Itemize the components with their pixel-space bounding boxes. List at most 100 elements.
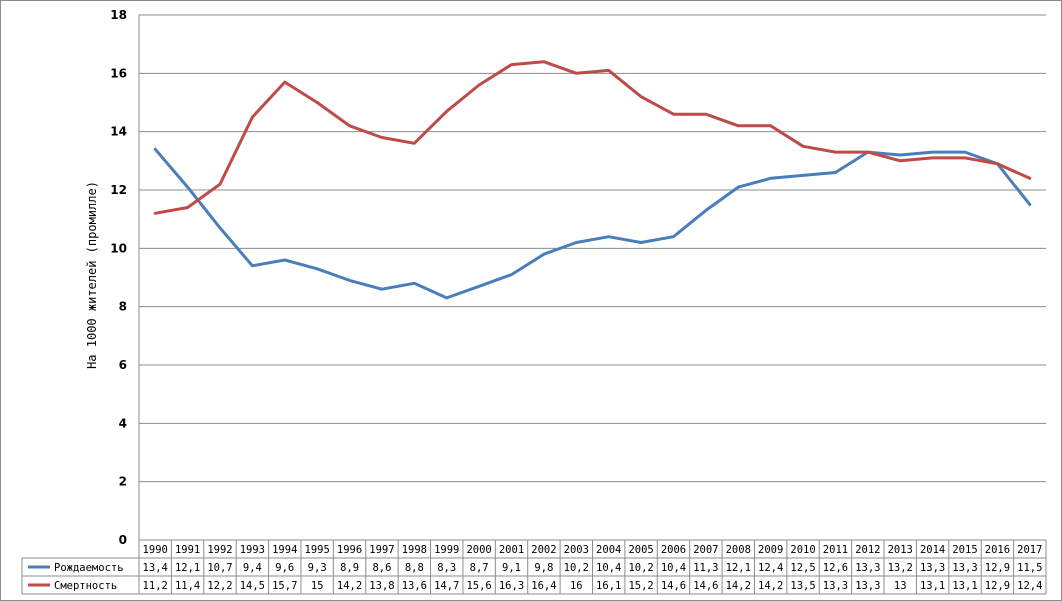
x-tick-label: 2002: [531, 544, 556, 556]
x-tick-label: 2000: [466, 544, 491, 556]
x-tick-label: 2001: [499, 544, 524, 556]
data-label: 12,2: [207, 580, 232, 592]
data-label: 9,4: [243, 562, 262, 574]
x-tick-label: 1996: [337, 544, 362, 556]
data-label: 12,1: [726, 562, 751, 574]
x-tick-label: 2006: [661, 544, 686, 556]
data-label: 11,5: [1017, 562, 1042, 574]
data-label: 10,4: [661, 562, 686, 574]
data-label: 9,1: [502, 562, 521, 574]
data-label: 12,1: [175, 562, 200, 574]
data-label: 9,8: [534, 562, 553, 574]
data-label: 13,5: [790, 580, 815, 592]
x-tick-label: 2004: [596, 544, 621, 556]
data-label: 8,8: [405, 562, 424, 574]
data-label: 14,5: [240, 580, 265, 592]
x-tick-label: 2003: [564, 544, 589, 556]
data-label: 8,7: [470, 562, 489, 574]
data-label: 12,9: [985, 580, 1010, 592]
y-tick-label: 0: [119, 533, 127, 547]
gridlines: [138, 14, 1046, 540]
x-tick-label: 1991: [175, 544, 200, 556]
data-label: 13,6: [402, 580, 427, 592]
data-label: 13: [894, 580, 907, 592]
y-tick-label: 4: [119, 416, 127, 430]
x-tick-label: 2008: [726, 544, 751, 556]
y-tick-label: 2: [119, 475, 127, 489]
data-label: 15,6: [466, 580, 491, 592]
data-label: 15,2: [628, 580, 653, 592]
x-tick-label: 1997: [369, 544, 394, 556]
data-label: 12,9: [985, 562, 1010, 574]
data-label: 10,4: [596, 562, 621, 574]
data-label: 12,6: [823, 562, 848, 574]
data-label: 14,6: [693, 580, 718, 592]
data-label: 13,2: [888, 562, 913, 574]
x-tick-label: 2005: [628, 544, 653, 556]
data-label: 8,3: [437, 562, 456, 574]
y-tick-label: 18: [110, 8, 127, 22]
data-label: 14,7: [434, 580, 459, 592]
data-label: 11,2: [143, 580, 168, 592]
data-label: 14,6: [661, 580, 686, 592]
data-label: 12,4: [1017, 580, 1042, 592]
data-label: 13,3: [952, 562, 977, 574]
x-tick-label: 2009: [758, 544, 783, 556]
x-tick-label: 2017: [1017, 544, 1042, 556]
x-tick-label: 1998: [402, 544, 427, 556]
data-label: 13,3: [855, 562, 880, 574]
data-label: 12,4: [758, 562, 783, 574]
data-label: 10,2: [564, 562, 589, 574]
data-label: 15: [311, 580, 324, 592]
data-label: 11,3: [693, 562, 718, 574]
x-tick-label: 1999: [434, 544, 459, 556]
data-label: 9,6: [275, 562, 294, 574]
legend-label: Смертность: [54, 580, 117, 592]
data-label: 13,3: [855, 580, 880, 592]
y-tick-label: 10: [110, 241, 127, 255]
y-axis-label: На 1000 жителей (промилле): [85, 181, 99, 369]
data-label: 9,3: [308, 562, 327, 574]
legend-label: Рождаемость: [54, 562, 124, 574]
x-tick-label: 2014: [920, 544, 945, 556]
x-tick-label: 1993: [240, 544, 265, 556]
y-tick-label: 6: [119, 358, 127, 372]
data-label: 16,4: [531, 580, 556, 592]
data-label: 8,6: [372, 562, 391, 574]
x-tick-label: 2012: [855, 544, 880, 556]
y-tick-label: 16: [110, 66, 127, 80]
data-label: 13,4: [143, 562, 168, 574]
data-label: 13,3: [823, 580, 848, 592]
data-table: 1990 1991 1992 1993 1994 1995 1996 1997 1998 1999…: [21, 539, 1047, 595]
data-label: 8,9: [340, 562, 359, 574]
data-label: 15,7: [272, 580, 297, 592]
x-tick-label: 1995: [305, 544, 330, 556]
x-tick-label: 1994: [272, 544, 297, 556]
x-tick-label: 2010: [790, 544, 815, 556]
data-label: 10,7: [207, 562, 232, 574]
data-label: 16,3: [499, 580, 524, 592]
data-label: 14,2: [758, 580, 783, 592]
series-line: [153, 147, 1032, 300]
data-label: 14,2: [337, 580, 362, 592]
series-line: [153, 60, 1032, 215]
data-label: 13,1: [952, 580, 977, 592]
x-tick-label: 2007: [693, 544, 718, 556]
data-label: 16,1: [596, 580, 621, 592]
data-label: 13,1: [920, 580, 945, 592]
y-tick-label: 8: [119, 300, 127, 314]
y-tick-label: 14: [110, 125, 127, 139]
x-tick-label: 1990: [143, 544, 168, 556]
x-tick-label: 2015: [952, 544, 977, 556]
x-tick-label: 2013: [888, 544, 913, 556]
x-tick-label: 1992: [207, 544, 232, 556]
data-label: 13,3: [920, 562, 945, 574]
data-label: 14,2: [726, 580, 751, 592]
x-tick-label: 2011: [823, 544, 848, 556]
x-tick-label: 2016: [985, 544, 1010, 556]
series-lines: [153, 60, 1032, 300]
y-tick-label: 12: [110, 183, 127, 197]
data-label: 16: [570, 580, 583, 592]
